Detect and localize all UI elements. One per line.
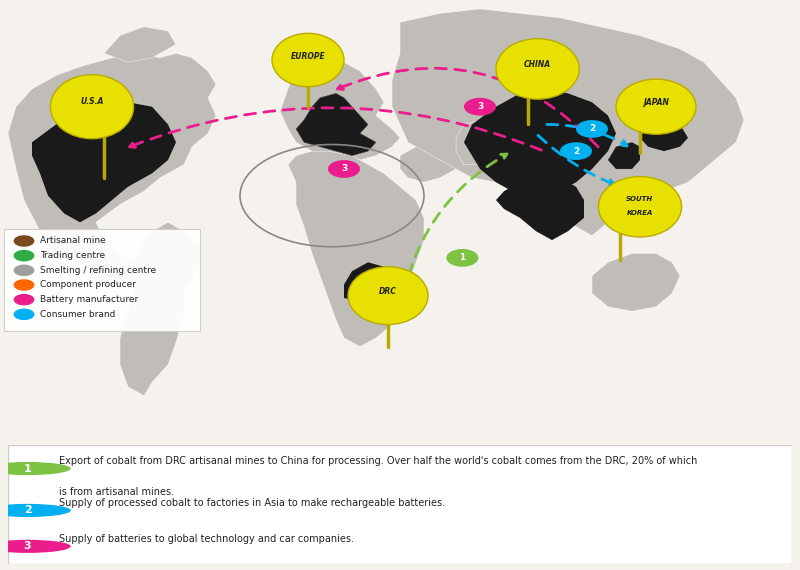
Text: Export of cobalt from DRC artisanal mines to China for processing. Over half the: Export of cobalt from DRC artisanal mine… [59,457,698,466]
Circle shape [14,264,34,276]
Circle shape [446,249,478,267]
Polygon shape [456,120,504,165]
FancyArrowPatch shape [400,154,507,313]
Text: Component producer: Component producer [40,280,136,290]
Text: 2: 2 [589,124,595,133]
Text: 3: 3 [341,165,347,173]
Text: 1: 1 [459,254,466,262]
Polygon shape [32,102,176,222]
Polygon shape [496,173,584,240]
Text: Battery manufacturer: Battery manufacturer [40,295,138,304]
Circle shape [14,294,34,306]
Text: 2: 2 [573,146,579,156]
Circle shape [328,160,360,178]
Circle shape [14,235,34,247]
Circle shape [464,98,496,116]
Text: Supply of batteries to global technology and car companies.: Supply of batteries to global technology… [59,534,354,544]
Text: JAPAN: JAPAN [643,98,669,107]
Text: KOREA: KOREA [627,210,653,216]
Polygon shape [400,142,464,182]
Text: 2: 2 [24,506,31,515]
Polygon shape [464,89,616,196]
Text: EUROPE: EUROPE [290,51,326,60]
Polygon shape [608,142,640,169]
Polygon shape [392,9,744,235]
Text: is from artisanal mines.: is from artisanal mines. [59,487,174,498]
Text: DRC: DRC [379,287,397,296]
Circle shape [0,462,70,475]
Text: 3: 3 [24,542,31,551]
Text: 1: 1 [24,463,31,474]
Text: SOUTH: SOUTH [626,196,654,202]
Polygon shape [296,93,376,156]
Polygon shape [344,262,392,302]
Text: 3: 3 [477,102,483,111]
Ellipse shape [496,39,579,99]
Text: Smelting / refining centre: Smelting / refining centre [40,266,156,275]
Ellipse shape [598,177,682,237]
Polygon shape [8,54,216,289]
Ellipse shape [348,267,428,324]
Polygon shape [280,58,400,160]
Polygon shape [592,254,680,311]
Text: U.S.A: U.S.A [80,97,104,107]
FancyArrowPatch shape [338,68,598,147]
Polygon shape [288,151,424,347]
Polygon shape [120,222,200,396]
FancyArrowPatch shape [538,135,614,185]
Circle shape [14,279,34,291]
FancyArrowPatch shape [546,124,627,146]
Ellipse shape [616,79,696,135]
Ellipse shape [50,75,134,139]
Circle shape [0,504,70,517]
Text: CHINA: CHINA [524,60,551,69]
FancyBboxPatch shape [8,445,792,564]
Polygon shape [640,120,688,151]
Ellipse shape [272,33,344,87]
FancyBboxPatch shape [4,229,200,331]
Circle shape [14,308,34,320]
Polygon shape [104,27,176,62]
Circle shape [0,540,70,553]
Text: Trading centre: Trading centre [40,251,105,260]
Text: Artisanal mine: Artisanal mine [40,237,106,246]
Circle shape [576,120,608,138]
Text: Supply of processed cobalt to factories in Asia to make rechargeable batteries.: Supply of processed cobalt to factories … [59,498,445,508]
Circle shape [14,250,34,262]
Circle shape [560,142,592,160]
Text: Consumer brand: Consumer brand [40,310,115,319]
FancyArrowPatch shape [130,108,542,150]
